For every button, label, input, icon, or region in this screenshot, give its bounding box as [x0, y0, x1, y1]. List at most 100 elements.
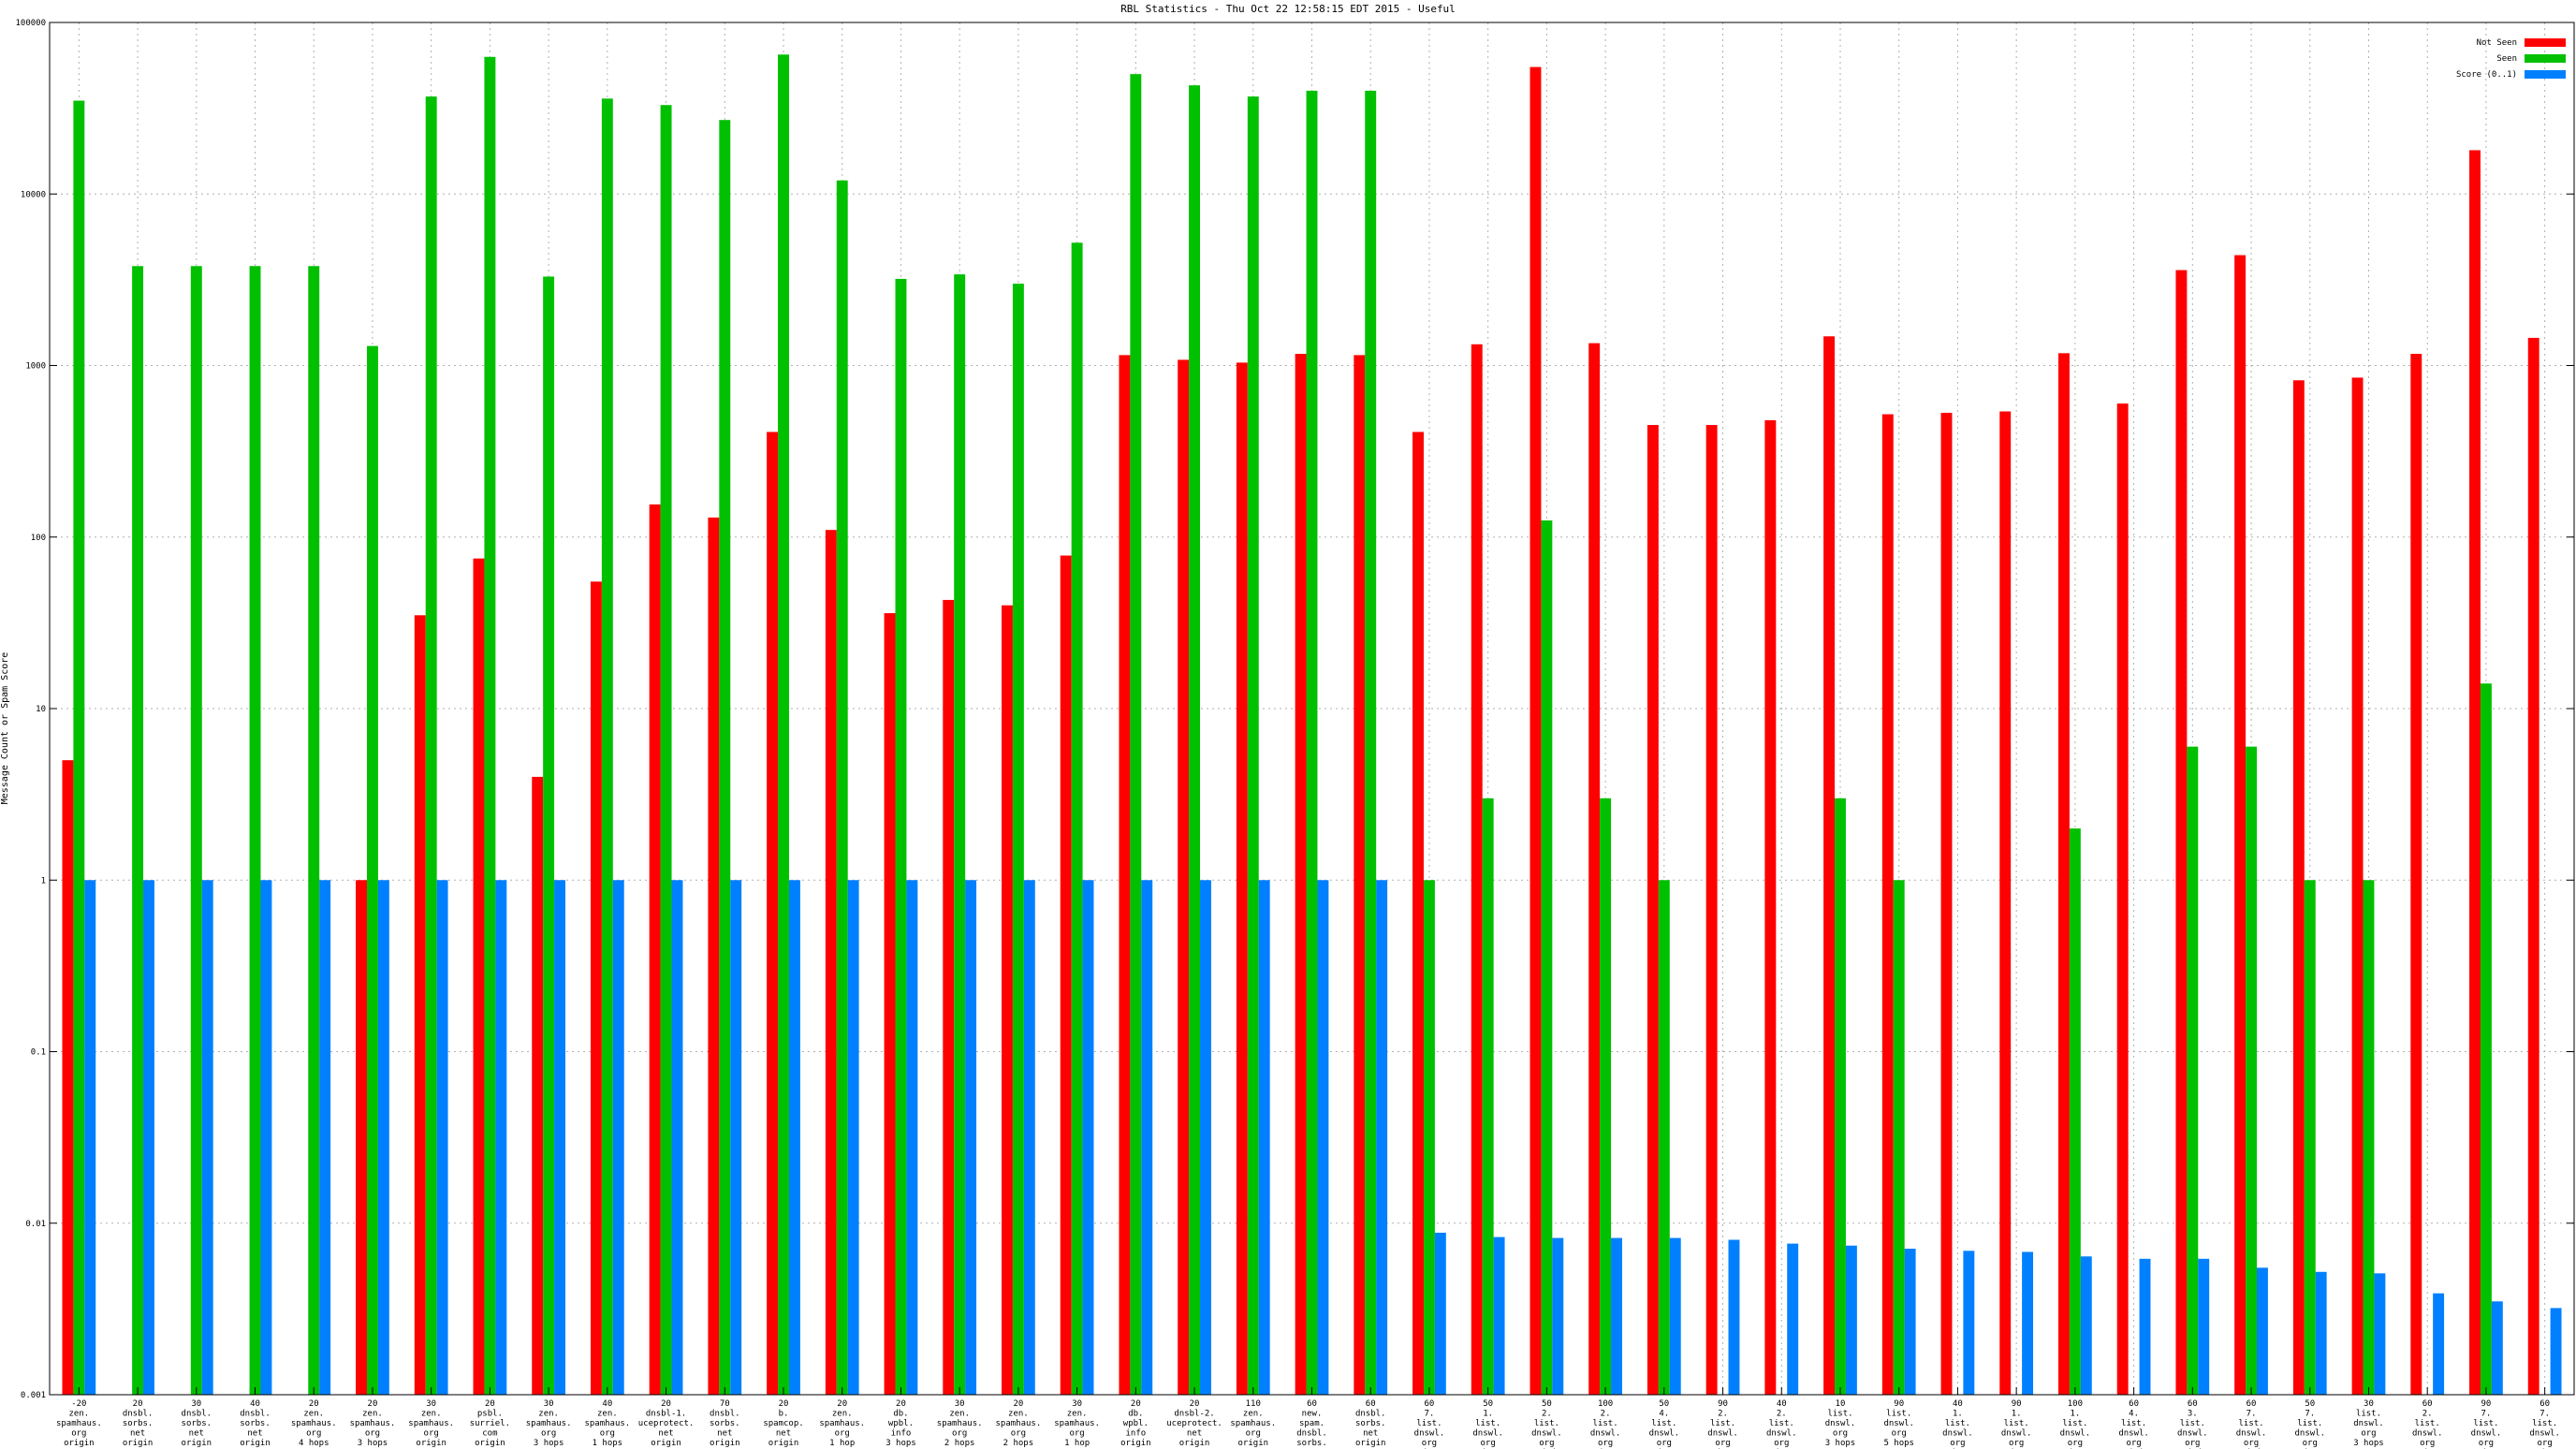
legend-label: Seen	[2496, 54, 2517, 64]
x-category-label: 40	[250, 1399, 260, 1409]
x-category-label: dnswl.	[2471, 1429, 2502, 1439]
x-category-label: dnsbl-2.	[1174, 1410, 1214, 1419]
bar-score-0-1	[1434, 1232, 1446, 1395]
bar-not-seen	[590, 581, 602, 1395]
x-category-label: org	[1715, 1439, 1730, 1448]
x-category-label: 30	[426, 1399, 436, 1409]
x-category-label: org	[71, 1429, 86, 1439]
x-category-label: dnswl.	[2353, 1419, 2384, 1428]
x-category-label: org	[952, 1429, 967, 1439]
legend-swatch	[2525, 38, 2566, 47]
x-category-label: org	[1481, 1439, 1496, 1448]
x-category-label: org	[541, 1429, 556, 1439]
bar-not-seen	[532, 776, 544, 1395]
x-category-label: 60	[2188, 1399, 2198, 1409]
bar-not-seen	[649, 504, 661, 1395]
x-category-label: zen.	[832, 1410, 853, 1419]
x-category-label: net	[247, 1429, 262, 1439]
x-category-label: list.	[2004, 1419, 2029, 1428]
bar-seen	[1189, 85, 1201, 1396]
x-category-label: net	[189, 1429, 204, 1439]
bar-seen	[1306, 90, 1318, 1396]
bar-seen	[249, 266, 261, 1396]
legend-swatch	[2525, 54, 2566, 63]
x-category-label: list.	[1593, 1419, 1618, 1428]
x-category-label: 20	[309, 1399, 319, 1409]
x-category-label: origin	[1238, 1439, 1269, 1448]
legend-label: Score (0..1)	[2456, 70, 2517, 80]
x-category-label: 70	[720, 1399, 730, 1409]
x-category-label: 60	[1307, 1399, 1317, 1409]
x-category-label: 10	[1836, 1399, 1846, 1409]
x-category-label: 2 hops	[1003, 1439, 1034, 1448]
bar-score-0-1	[612, 880, 624, 1395]
x-category-label: dnswl.	[1942, 1429, 1973, 1439]
bar-score-0-1	[1611, 1237, 1622, 1395]
bar-seen	[2363, 880, 2375, 1395]
y-tick-label: 10000	[21, 190, 46, 199]
x-category-label: org	[600, 1429, 615, 1439]
y-tick-label: 0.01	[25, 1220, 46, 1229]
x-category-label: list.	[2356, 1410, 2381, 1419]
bar-score-0-1	[2139, 1258, 2151, 1395]
x-category-label: zen.	[1243, 1410, 1264, 1419]
x-category-label: origin	[768, 1439, 799, 1448]
x-category-label: org	[1833, 1429, 1848, 1439]
x-category-label: org	[2068, 1439, 2083, 1448]
bar-seen	[2069, 828, 2081, 1395]
x-category-label: spamhaus.	[291, 1419, 337, 1428]
bar-seen	[190, 266, 202, 1396]
y-axis-ticks: 0.001 0.01 0.1 1 10 100 1000 10000 100000	[15, 19, 2574, 1400]
legend-swatch	[2525, 70, 2566, 79]
x-axis-categories: -20zen.spamhaus.orgorigin20dnsbl.sorbs.n…	[56, 1387, 2560, 1449]
bar-not-seen	[356, 880, 368, 1395]
x-category-label: sorbs.	[710, 1419, 740, 1428]
x-category-label: org	[365, 1429, 380, 1439]
plot-frame	[49, 22, 2575, 1396]
x-category-label: 60	[2539, 1399, 2550, 1409]
bar-score-0-1	[1728, 1239, 1740, 1395]
x-category-label: 90	[2012, 1399, 2022, 1409]
x-category-label: 1 hop	[1064, 1439, 1090, 1448]
bar-score-0-1	[730, 880, 742, 1395]
y-tick-label: 100	[31, 534, 46, 543]
bar-score-0-1	[671, 880, 683, 1395]
x-category-label: org	[1011, 1429, 1026, 1439]
x-category-label: 20	[1131, 1399, 1141, 1409]
bar-score-0-1	[377, 880, 389, 1395]
y-tick-label: 1	[41, 876, 46, 886]
bar-not-seen	[2175, 270, 2188, 1395]
bar-score-0-1	[2433, 1293, 2445, 1395]
x-category-label: org	[2479, 1439, 2494, 1448]
x-category-label: com	[482, 1429, 497, 1439]
bar-score-0-1	[1963, 1251, 1975, 1395]
x-category-label: 60	[2247, 1399, 2257, 1409]
x-category-label: dnsbl.	[240, 1410, 271, 1419]
x-category-label: list.	[1651, 1419, 1676, 1428]
bar-seen	[1893, 880, 1905, 1395]
x-category-label: list.	[2415, 1419, 2440, 1428]
bar-seen	[1658, 880, 1670, 1395]
x-category-label: spamhaus.	[937, 1419, 983, 1428]
x-category-label: info	[891, 1429, 912, 1439]
x-category-label: 50	[2305, 1399, 2315, 1409]
bar-seen	[1247, 96, 1259, 1395]
bar-seen	[425, 96, 437, 1395]
x-category-label: 7.	[2247, 1410, 2257, 1419]
x-category-label: 1.	[2070, 1410, 2080, 1419]
bar-score-0-1	[847, 880, 859, 1395]
bar-score-0-1	[1787, 1243, 1799, 1395]
x-category-label: net	[130, 1429, 145, 1439]
x-category-label: 50	[1659, 1399, 1669, 1409]
x-category-label: org	[1657, 1439, 1672, 1448]
x-category-label: dnsbl.	[1355, 1410, 1386, 1419]
x-category-label: net	[717, 1429, 732, 1439]
x-category-label: sorbs.	[1355, 1419, 1386, 1428]
x-category-label: 1 hops	[593, 1439, 623, 1448]
x-category-label: dnswl.	[2294, 1429, 2325, 1439]
y-axis-label: Message Count or Spam Score	[0, 652, 10, 805]
bar-score-0-1	[2080, 1256, 2092, 1395]
bar-score-0-1	[1493, 1237, 1505, 1395]
bar-not-seen	[1647, 425, 1659, 1395]
x-category-label: list.	[2297, 1419, 2322, 1428]
